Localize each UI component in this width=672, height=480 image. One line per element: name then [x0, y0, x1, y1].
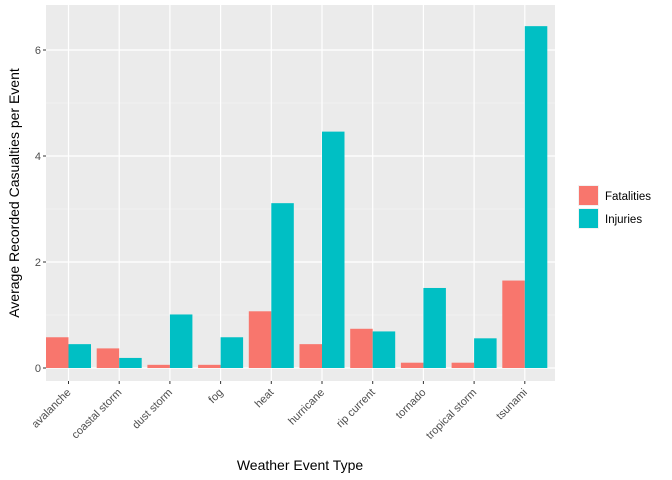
bar-injuries-hurricane: [322, 131, 345, 368]
x-tick-label: tropical storm: [424, 387, 479, 442]
bar-fatalities-heat: [248, 311, 272, 368]
bar-injuries-dust-storm: [169, 314, 193, 368]
x-axis-title: Weather Event Type: [237, 457, 364, 473]
y-tick-label: 0: [35, 363, 41, 375]
bar-fatalities-tropical-storm: [451, 362, 475, 368]
x-tick-label: rip current: [334, 387, 378, 431]
bar-injuries-heat: [271, 203, 294, 368]
y-tick-label: 4: [35, 151, 41, 163]
x-tick-label: hurricane: [286, 387, 327, 428]
x-tick-label: coastal storm: [70, 387, 125, 442]
legend-key-fatalities: [579, 186, 598, 205]
y-axis-title: Average Recorded Casualties per Event: [6, 68, 22, 318]
legend-label-fatalities: Fatalities: [605, 191, 651, 203]
x-tick-label: heat: [253, 387, 277, 411]
x-tick-label: tornado: [394, 387, 429, 422]
bar-fatalities-coastal-storm: [96, 348, 120, 368]
grid-minor: [46, 102, 555, 316]
bar-injuries-tropical-storm: [474, 338, 497, 368]
bar-fatalities-avalanche: [46, 337, 69, 368]
bars: [46, 26, 548, 369]
panel-background: [46, 5, 555, 381]
bar-fatalities-tornado: [400, 362, 424, 368]
x-tick-label: tsunami: [494, 387, 530, 423]
legend: Fatalities Injuries: [578, 185, 651, 229]
bar-injuries-fog: [220, 337, 244, 368]
bar-fatalities-fog: [198, 364, 221, 368]
bar-fatalities-rip-current: [350, 328, 373, 368]
bar-injuries-coastal-storm: [119, 357, 142, 368]
bar-injuries-tornado: [423, 287, 446, 368]
legend-key-injuries: [579, 209, 598, 228]
y-tick-label: 6: [35, 45, 41, 57]
bar-fatalities-hurricane: [299, 344, 322, 368]
bar-injuries-rip-current: [372, 331, 396, 368]
bar-fatalities-tsunami: [502, 280, 525, 368]
x-tick-label: fog: [206, 387, 225, 406]
bar-injuries-avalanche: [68, 344, 91, 368]
y-axis: 0 2 4 6: [35, 45, 46, 375]
x-tick-label: dust storm: [130, 387, 175, 432]
bar-injuries-tsunami: [524, 26, 548, 369]
bar-fatalities-dust-storm: [147, 364, 170, 368]
y-tick-label: 2: [35, 257, 41, 269]
x-tick-label: avalanche: [30, 387, 74, 431]
legend-label-injuries: Injuries: [605, 214, 642, 226]
